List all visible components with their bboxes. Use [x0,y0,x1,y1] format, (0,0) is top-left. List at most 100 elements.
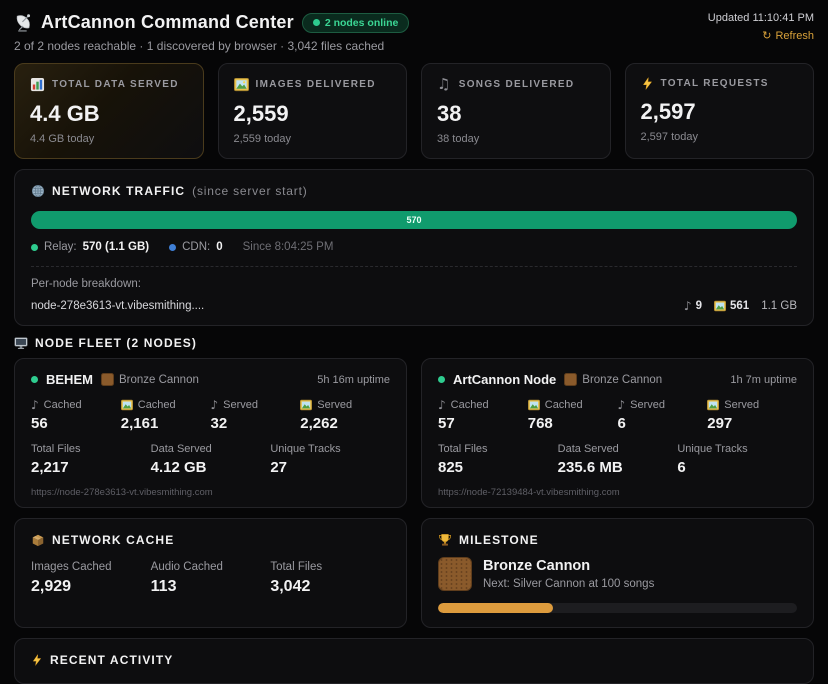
node-cell-images-served: Served 297 [707,399,797,432]
per-node-breakdown-label: Per-node breakdown: [31,278,141,290]
cell-label: Cached [527,399,618,411]
music-note-icon: ♪ [617,398,626,412]
bronze-square-icon [100,373,114,386]
header-right: Updated 11:10:41 PM ↻ Refresh [708,12,814,44]
total-value: 2,217 [31,459,69,476]
node-fleet-section: NODE FLEET (2 NODES) BEHEM Bronze Cannon… [14,336,814,508]
node-totals: Total Files 825 Data Served 235.6 MB Uni… [438,443,797,476]
cdn-value: 0 [216,241,223,253]
node-tier: Bronze Cannon [100,373,199,386]
node-cell-images-served: Served 2,262 [300,399,390,432]
cache-value: 3,042 [270,578,311,595]
total-label: Total Files [438,443,488,455]
cache-milestone-row: NETWORK CACHE Images Cached 2,929 Audio … [14,518,814,628]
network-traffic-title: NETWORK TRAFFIC (since server start) [31,184,797,198]
lightning-icon [31,654,43,666]
stat-label: SONGS DELIVERED [458,79,575,90]
node-cell-audio-served: ♪ Served 32 [211,399,301,432]
stat-label: TOTAL REQUESTS [660,78,769,89]
header: ArtCannon Command Center 2 nodes online … [14,10,814,53]
nodes-online-label: 2 nodes online [324,16,399,29]
node-uptime: 5h 16m uptime [317,373,390,386]
network-cache-title: NETWORK CACHE [31,533,390,547]
cell-value: 2,161 [120,415,159,432]
relay-label: Relay: [44,241,77,253]
cell-value: 768 [527,415,553,432]
node-status-dot [438,376,445,383]
node-head: ArtCannon Node Bronze Cannon 1h 7m uptim… [438,372,797,387]
cell-label-text: Served [724,399,760,411]
page-title: ArtCannon Command Center [41,12,294,32]
node-url-link[interactable]: https://node-72139484-vt.vibesmithing.co… [438,487,620,498]
framed-picture-icon [233,77,249,92]
nodes-online-badge: 2 nodes online [301,12,410,33]
node-cell-audio-cached: ♪ Cached 57 [438,399,528,432]
stat-card-total-requests: TOTAL REQUESTS 2,597 2,597 today [624,63,814,159]
total-label: Unique Tracks [270,443,341,455]
cell-value: 32 [210,415,228,432]
milestone-progress-track [438,603,797,613]
stat-sub: 4.4 GB today [30,133,95,145]
cell-label-text: Cached [450,399,489,411]
milestone-title: MILESTONE [438,533,797,547]
node-identity: BEHEM Bronze Cannon [31,372,199,387]
node-tier-label: Bronze Cannon [118,373,199,386]
cell-label: Served [300,399,390,411]
recent-activity-label: RECENT ACTIVITY [50,653,174,667]
music-note-icon: ♫ [437,75,452,93]
cell-label-text: Served [317,399,353,411]
monitor-icon [14,336,28,350]
cell-label-text: Cached [137,399,176,411]
stat-head: TOTAL DATA SERVED [30,77,188,92]
stat-label: IMAGES DELIVERED [255,79,376,90]
total-label: Data Served [557,443,619,455]
per-node-songs: ♪ 9 [684,300,702,312]
node-url-link[interactable]: https://node-278e3613-vt.vibesmithing.co… [31,487,213,498]
refresh-button[interactable]: ↻ Refresh [762,29,814,42]
network-traffic-suffix: (since server start) [192,184,308,198]
fleet-grid: BEHEM Bronze Cannon 5h 16m uptime ♪ Cach… [14,358,814,508]
stat-sub: 2,597 today [640,131,699,143]
cell-label: ♪ Served [211,399,301,411]
music-note-icon: ♪ [683,299,692,313]
stat-sub: 38 today [437,133,480,145]
network-cache-label: NETWORK CACHE [52,533,175,547]
node-unique-tracks: Unique Tracks 6 [677,443,797,476]
cell-label: ♪ Served [618,399,708,411]
header-subtitle: 2 of 2 nodes reachable · 1 discovered by… [14,39,385,53]
total-label: Data Served [150,443,212,455]
stat-card-songs-delivered: ♫ SONGS DELIVERED 38 38 today [421,63,611,159]
node-fleet-title: NODE FLEET (2 NODES) [14,336,814,350]
milestone-card: MILESTONE Bronze Cannon Next: Silver Can… [421,518,814,628]
stat-card-total-data: TOTAL DATA SERVED 4.4 GB 4.4 GB today [14,63,204,159]
cell-value: 57 [438,415,455,432]
cell-label: Cached [120,399,211,411]
dashed-divider [31,266,797,267]
total-value: 235.6 MB [557,459,623,476]
node-tier-label: Bronze Cannon [582,373,663,386]
network-traffic-label: NETWORK TRAFFIC [52,184,186,198]
node-data-served: Data Served 4.12 GB [151,443,271,476]
stat-value: 4.4 GB [30,101,100,126]
node-unique-tracks: Unique Tracks 27 [270,443,390,476]
node-head: BEHEM Bronze Cannon 5h 16m uptime [31,372,390,387]
node-tier: Bronze Cannon [564,373,662,386]
node-card-behem: BEHEM Bronze Cannon 5h 16m uptime ♪ Cach… [14,358,407,508]
recent-activity-title: RECENT ACTIVITY [31,653,797,667]
cache-images-cached: Images Cached 2,929 [31,561,151,596]
total-value: 6 [677,459,686,476]
cell-label: Served [707,399,797,411]
per-node-name: node-278e3613-vt.vibesmithing.... [31,300,205,312]
total-value: 27 [270,459,288,476]
total-label: Total Files [31,443,81,455]
framed-picture-icon [120,399,133,411]
traffic-bar-relay-segment [31,211,797,229]
stat-head: IMAGES DELIVERED [233,77,392,92]
node-totals: Total Files 2,217 Data Served 4.12 GB Un… [31,443,390,476]
bronze-cannon-icon [438,557,472,591]
node-uptime: 1h 7m uptime [730,373,797,386]
bronze-square-icon [564,373,578,386]
node-card-artcannon: ArtCannon Node Bronze Cannon 1h 7m uptim… [421,358,814,508]
node-cell-audio-served: ♪ Served 6 [618,399,708,432]
